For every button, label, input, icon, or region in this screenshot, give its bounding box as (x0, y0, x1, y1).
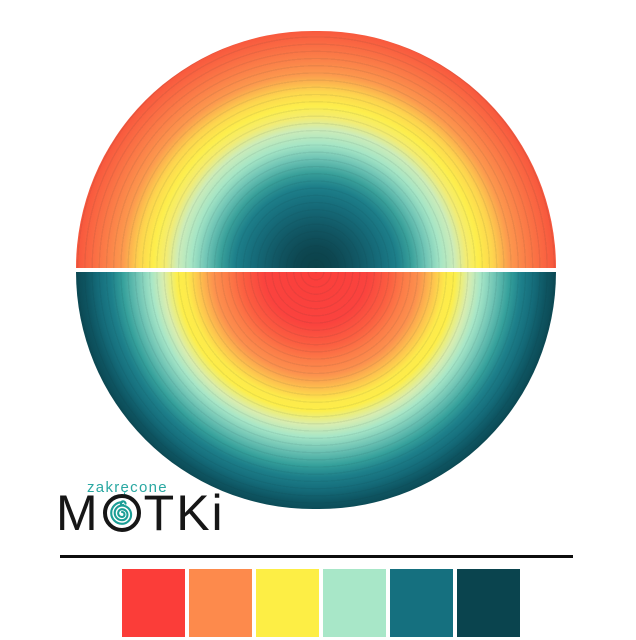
spiral-top-half (76, 31, 556, 268)
palette-swatch-orange (189, 569, 252, 637)
brand-wordmark: M TKi (56, 485, 225, 541)
yarn-spiral-icon (109, 500, 132, 525)
brand-tagline: zakręcone (87, 479, 168, 496)
palette-swatch-dark-teal (457, 569, 520, 637)
palette-swatch-red (122, 569, 185, 637)
palette-swatch-mint (323, 569, 386, 637)
spiral-bottom-half (76, 272, 556, 509)
color-palette (122, 569, 520, 637)
divider-rule (60, 555, 573, 558)
palette-swatch-yellow (256, 569, 319, 637)
palette-swatch-teal (390, 569, 453, 637)
spiral-artwork (76, 31, 556, 509)
wordmark-letter-m: M (56, 485, 100, 541)
wordmark-letters-tki: TKi (143, 485, 225, 541)
spiral-o-icon (102, 494, 141, 532)
